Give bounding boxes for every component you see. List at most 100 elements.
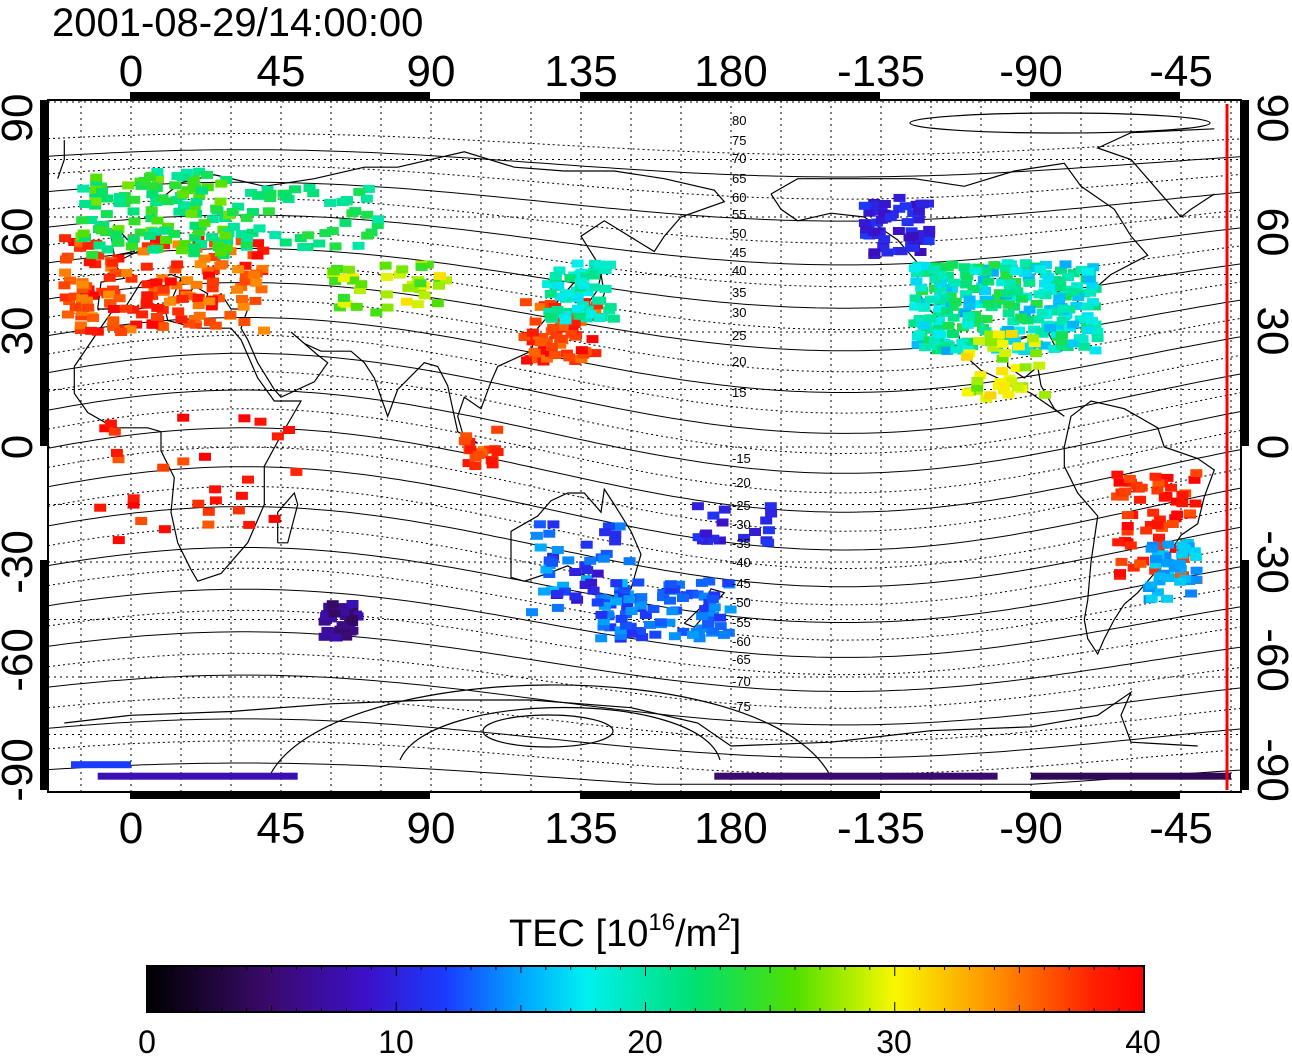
tec-sample xyxy=(193,167,206,176)
tec-sample xyxy=(933,304,946,313)
tec-sample xyxy=(1055,337,1068,346)
contour-label: 40 xyxy=(732,263,746,278)
tec-sample xyxy=(105,263,118,272)
tec-sample xyxy=(144,173,156,182)
tec-sample xyxy=(1003,284,1016,293)
lat-tick-label: 90 xyxy=(0,94,42,143)
tec-sample xyxy=(571,294,584,303)
tec-sample xyxy=(551,546,564,554)
tec-sample xyxy=(918,262,931,271)
tec-sample xyxy=(85,216,98,224)
tec-sample xyxy=(526,337,539,346)
contour-label: 35 xyxy=(732,285,746,300)
tec-sample xyxy=(361,231,374,240)
tec-sample xyxy=(1135,483,1148,492)
tec-sample xyxy=(164,277,177,286)
tec-sample xyxy=(207,277,219,286)
tec-sample xyxy=(327,267,340,276)
tec-sample xyxy=(279,238,292,247)
tec-sample xyxy=(402,283,415,292)
tec-sample xyxy=(294,234,307,243)
tec-sample xyxy=(597,622,610,631)
tec-sample xyxy=(1083,274,1096,283)
tec-sample xyxy=(313,239,326,248)
tec-sample xyxy=(696,612,709,621)
tec-sample xyxy=(912,332,924,341)
tec-sample xyxy=(547,323,560,332)
tec-sample xyxy=(557,581,570,590)
tec-sample xyxy=(1174,560,1186,569)
lon-tick-label: 0 xyxy=(119,804,143,853)
tec-sample xyxy=(604,623,617,632)
tec-sample xyxy=(169,265,182,274)
tec-sample xyxy=(923,230,936,238)
tec-sample xyxy=(1001,334,1014,343)
tec-sample xyxy=(156,194,169,203)
tec-observations xyxy=(58,167,1231,780)
tec-sample xyxy=(148,285,161,294)
tec-sample xyxy=(916,200,929,209)
tec-sample xyxy=(411,300,424,309)
tec-sample xyxy=(189,233,202,242)
tec-sample xyxy=(908,264,921,273)
tec-sample xyxy=(562,289,575,298)
tec-sample xyxy=(201,266,214,275)
tec-sample xyxy=(692,533,705,542)
tec-sample xyxy=(1150,555,1162,564)
tec-sample xyxy=(69,303,82,312)
tec-sample xyxy=(1042,273,1055,282)
tec-sample xyxy=(1011,287,1024,296)
tec-sample xyxy=(996,354,1009,363)
tec-sample xyxy=(264,194,277,202)
tec-sample xyxy=(64,276,77,285)
tec-sample xyxy=(346,600,359,608)
tec-sample xyxy=(762,526,775,535)
tec-sample xyxy=(591,569,604,578)
tec-sample xyxy=(1059,292,1072,301)
tec-sample xyxy=(703,577,716,586)
tec-sample xyxy=(195,240,207,248)
tec-sample xyxy=(905,227,918,236)
tec-sample xyxy=(1149,472,1162,481)
lat-tick-label: 30 xyxy=(1248,307,1292,356)
tec-sample xyxy=(59,234,72,243)
tec-sample xyxy=(519,298,532,307)
tec-sample xyxy=(1001,289,1014,298)
tec-sample xyxy=(909,302,922,311)
tec-sample xyxy=(718,505,731,514)
tec-sample xyxy=(264,189,277,198)
tec-sample xyxy=(599,284,612,293)
tec-sample xyxy=(362,184,375,193)
tec-sample xyxy=(462,459,475,468)
tec-sample xyxy=(724,605,737,614)
tec-sample xyxy=(1190,469,1203,478)
coastline xyxy=(57,128,1215,218)
tec-sample xyxy=(107,305,120,313)
tec-sample xyxy=(1088,302,1101,311)
tec-sample xyxy=(551,589,564,598)
tec-sample xyxy=(942,341,955,350)
tec-sample xyxy=(185,209,198,218)
tec-sample xyxy=(941,346,954,355)
tec-sample xyxy=(581,288,594,297)
tec-sample xyxy=(262,207,275,216)
tec-sample xyxy=(297,243,310,252)
tec-sample xyxy=(485,456,498,465)
tec-sample xyxy=(1035,327,1048,336)
tec-sample xyxy=(967,285,980,293)
tec-sample xyxy=(1151,486,1164,495)
tec-sample xyxy=(893,193,906,202)
tec-sample xyxy=(986,268,999,277)
tec-sample xyxy=(431,299,444,308)
tec-sample xyxy=(543,307,556,316)
tec-sample xyxy=(706,595,719,603)
tec-sample xyxy=(1059,260,1072,269)
tec-sample xyxy=(609,537,622,546)
lon-tick-label: -45 xyxy=(1149,804,1213,853)
tec-sample xyxy=(607,314,620,323)
tec-sample xyxy=(635,597,648,606)
tec-sample xyxy=(621,602,634,611)
tec-sample xyxy=(928,336,940,345)
tec-sample xyxy=(125,274,138,283)
